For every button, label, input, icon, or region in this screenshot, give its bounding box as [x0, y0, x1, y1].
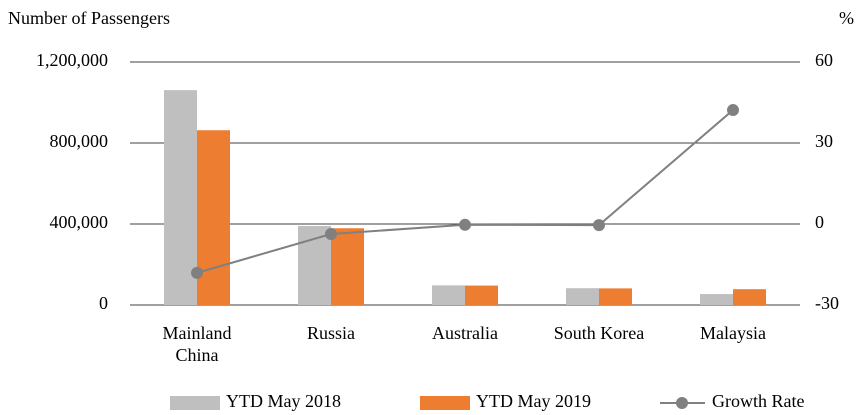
legend-swatch [170, 396, 220, 410]
y-tick-label: 1,200,000 [36, 50, 108, 70]
line-marker [325, 227, 337, 240]
bar [197, 130, 230, 305]
y2-tick-label: 60 [815, 50, 833, 70]
bar [331, 228, 364, 305]
y2-tick-label: -30 [815, 293, 839, 313]
bar [700, 294, 733, 305]
line-marker [459, 218, 471, 231]
bar [566, 288, 599, 305]
x-tick-label: Australia [432, 323, 498, 343]
y-tick-label: 400,000 [50, 212, 109, 232]
line-marker [593, 219, 605, 232]
line-marker [727, 104, 739, 117]
legend-swatch [420, 396, 470, 410]
line-marker [191, 266, 203, 279]
legend-label: Growth Rate [712, 391, 804, 411]
legend-label: YTD May 2019 [476, 391, 591, 411]
x-tick-label: Mainland China [162, 323, 232, 365]
x-tick-label: Malaysia [700, 323, 766, 343]
bar [164, 90, 197, 306]
x-tick-label: South Korea [553, 323, 645, 343]
bar [432, 285, 465, 305]
y2-tick-label: 0 [815, 212, 824, 232]
bar [599, 288, 632, 305]
legend-label: YTD May 2018 [226, 391, 341, 411]
line-series [196, 109, 734, 274]
x-tick-label: Russia [306, 323, 355, 343]
bar [465, 285, 498, 305]
y2-tick-label: 30 [815, 131, 833, 151]
y2-axis-title: % [839, 8, 854, 28]
y-tick-label: 0 [99, 293, 108, 313]
y-axis-title: Number of Passengers [8, 8, 170, 28]
legend-marker [676, 397, 688, 409]
y-tick-label: 800,000 [50, 131, 109, 151]
bar [733, 289, 766, 305]
